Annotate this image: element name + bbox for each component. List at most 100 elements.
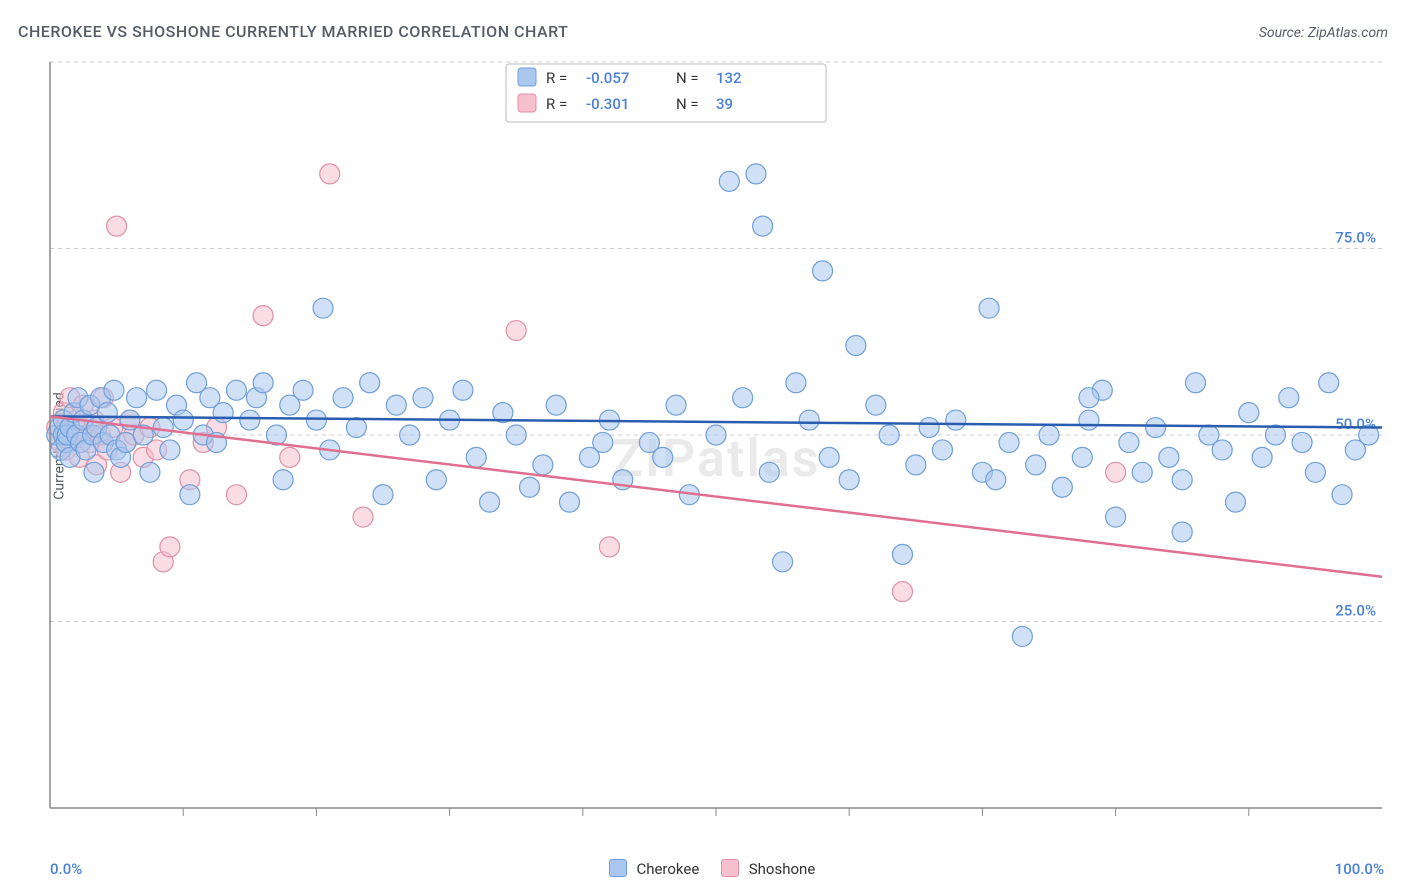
scatter-point [84, 462, 104, 482]
scatter-point [147, 380, 167, 400]
scatter-point [413, 388, 433, 408]
scatter-point [1279, 388, 1299, 408]
stats-R-value: -0.057 [586, 69, 629, 87]
scatter-point [759, 462, 779, 482]
scatter-point [1026, 455, 1046, 475]
stats-R-label: R = [546, 95, 567, 113]
scatter-point [919, 418, 939, 438]
bottom-legend: Cherokee Shoshone [0, 859, 1406, 878]
scatter-point [1239, 403, 1259, 423]
scatter-point [999, 432, 1019, 452]
scatter-point [386, 395, 406, 415]
scatter-point [1225, 492, 1245, 512]
scatter-point [653, 447, 673, 467]
scatter-point [819, 447, 839, 467]
scatter-point [1079, 388, 1099, 408]
scatter-point [1252, 447, 1272, 467]
scatter-point [400, 425, 420, 445]
y-tick-label: 75.0% [1335, 229, 1376, 247]
scatter-point [97, 403, 117, 423]
scatter-point [1186, 373, 1206, 393]
scatter-point [346, 418, 366, 438]
scatter-point [892, 582, 912, 602]
scatter-point [1072, 447, 1092, 467]
header-row: CHEROKEE VS SHOSHONE CURRENTLY MARRIED C… [18, 22, 1388, 41]
stats-N-label: N = [676, 95, 699, 113]
scatter-point [533, 455, 553, 475]
scatter-point [360, 373, 380, 393]
scatter-point [1172, 522, 1192, 542]
scatter-point [666, 395, 686, 415]
source-credit: Source: ZipAtlas.com [1259, 25, 1388, 41]
scatter-point [506, 321, 526, 341]
scatter-point [1212, 440, 1232, 460]
scatter-point [153, 418, 173, 438]
scatter-point [932, 440, 952, 460]
scatter-point [1052, 477, 1072, 497]
legend-swatch-shoshone [721, 859, 739, 877]
scatter-point [313, 298, 333, 318]
scatter-point [240, 410, 260, 430]
scatter-point [706, 425, 726, 445]
scatter-point [593, 432, 613, 452]
y-tick-label: 100.0% [1327, 56, 1376, 60]
stats-R-value: -0.301 [586, 95, 629, 113]
scatter-point [426, 470, 446, 490]
scatter-point [746, 164, 766, 184]
scatter-point [160, 537, 180, 557]
scatter-point [786, 373, 806, 393]
scatter-point [1292, 432, 1312, 452]
scatter-point [253, 373, 273, 393]
scatter-point [306, 410, 326, 430]
scatter-point [559, 492, 579, 512]
legend-label-cherokee: Cherokee [636, 860, 699, 878]
scatter-point [104, 380, 124, 400]
scatter-point [546, 395, 566, 415]
scatter-point [773, 552, 793, 572]
scatter-point [353, 507, 373, 527]
scatter-point [1106, 507, 1126, 527]
scatter-point [906, 455, 926, 475]
scatter-point [333, 388, 353, 408]
y-tick-label: 25.0% [1335, 602, 1376, 620]
stats-R-label: R = [546, 69, 567, 87]
scatter-point [1332, 485, 1352, 505]
stats-N-value: 132 [716, 69, 742, 87]
scatter-chart: 25.0%50.0%75.0%100.0% ZIPatlas R =-0.057… [46, 56, 1386, 826]
scatter-point [753, 216, 773, 236]
scatter-point [520, 477, 540, 497]
scatter-point [1079, 410, 1099, 430]
scatter-point [1146, 418, 1166, 438]
scatter-point [719, 171, 739, 191]
stats-N-label: N = [676, 69, 699, 87]
scatter-point [453, 380, 473, 400]
scatter-point [273, 470, 293, 490]
scatter-point [140, 462, 160, 482]
scatter-point [1039, 425, 1059, 445]
scatter-point [466, 447, 486, 467]
stats-legend-swatch [518, 68, 536, 86]
scatter-point [1172, 470, 1192, 490]
scatter-point [226, 485, 246, 505]
stats-N-value: 39 [716, 95, 733, 113]
legend-label-shoshone: Shoshone [749, 860, 816, 878]
scatter-point [1106, 462, 1126, 482]
scatter-point [986, 470, 1006, 490]
scatter-point [280, 447, 300, 467]
scatter-point [213, 403, 233, 423]
scatter-point [813, 261, 833, 281]
scatter-point [127, 388, 147, 408]
legend-swatch-cherokee [609, 859, 627, 877]
scatter-point [879, 425, 899, 445]
scatter-point [1319, 373, 1339, 393]
scatter-point [480, 492, 500, 512]
scatter-point [160, 440, 180, 460]
scatter-point [1305, 462, 1325, 482]
scatter-point [226, 380, 246, 400]
scatter-point [1132, 462, 1152, 482]
stats-legend-swatch [518, 94, 536, 112]
scatter-point [180, 485, 200, 505]
scatter-point [320, 164, 340, 184]
scatter-point [373, 485, 393, 505]
scatter-point [599, 537, 619, 557]
